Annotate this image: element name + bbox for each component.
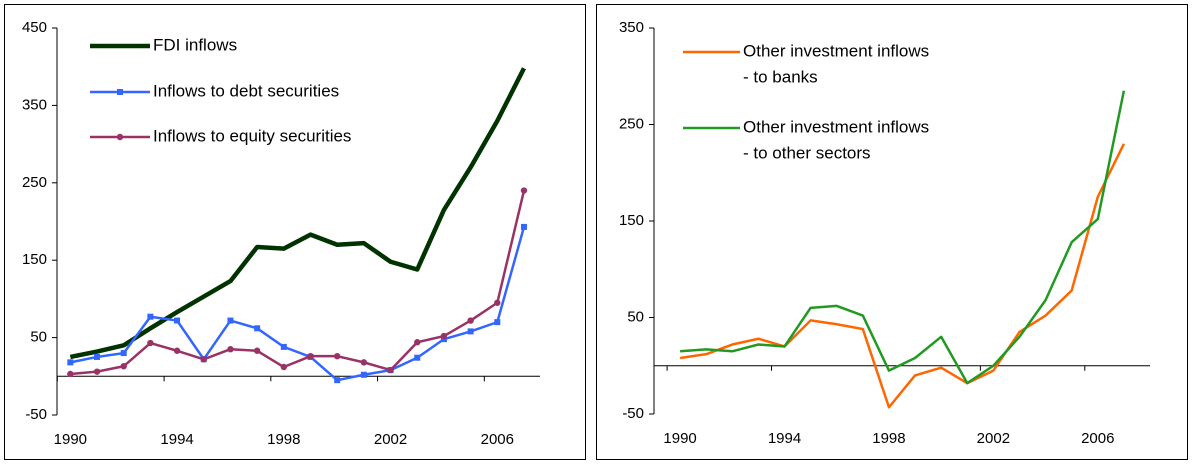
x-tick-label: 1998 [267, 431, 300, 448]
y-tick-label: -50 [622, 405, 644, 422]
data-point [200, 356, 207, 363]
legend-label: Other investment inflows [743, 41, 929, 60]
data-point [520, 223, 527, 230]
data-point [227, 317, 234, 324]
x-tick-label: 2006 [481, 431, 514, 448]
data-point [280, 343, 287, 350]
y-tick-label: -50 [25, 406, 47, 423]
legend-label: - to banks [743, 67, 818, 86]
data-point [307, 352, 314, 360]
panel-frame [4, 4, 586, 460]
data-point [147, 339, 154, 347]
x-tick-label: 2002 [977, 430, 1010, 447]
x-tick-label: 1998 [872, 430, 905, 447]
data-point [387, 366, 394, 374]
y-tick-label: 350 [619, 19, 644, 36]
data-point [414, 354, 421, 361]
legend-label: FDI inflows [153, 35, 237, 54]
series-line [679, 143, 1126, 409]
legend-label: Other investment inflows [743, 117, 929, 136]
data-point [147, 313, 154, 320]
y-tick-label: 50 [30, 329, 47, 346]
data-point [94, 353, 101, 360]
data-point [520, 187, 528, 194]
data-point [440, 332, 448, 340]
data-point [120, 350, 127, 357]
data-point [360, 371, 367, 378]
data-point [360, 359, 368, 366]
y-tick-label: 150 [22, 251, 47, 268]
data-point [67, 370, 74, 378]
y-tick-label: 150 [619, 212, 644, 229]
series-line [70, 226, 526, 382]
series-line [680, 90, 1126, 385]
data-point [414, 339, 421, 346]
y-tick-label: 250 [619, 115, 644, 132]
legend: FDI inflows Inflows to debt securities Inf… [90, 35, 351, 145]
x-tick-label: 1990 [54, 431, 87, 448]
legend-label: Inflows to debt securities [153, 81, 339, 100]
data-point [467, 328, 474, 335]
x-tick-label: 1990 [663, 430, 696, 447]
x-tick-label: 2002 [374, 431, 407, 448]
legend-marker [116, 133, 124, 141]
legend: Other investment inflows - to banks Other … [683, 41, 929, 162]
panel-frame [596, 4, 1188, 460]
data-point [333, 352, 341, 360]
data-point [93, 368, 101, 375]
data-point [173, 347, 181, 354]
series-line [70, 190, 526, 376]
x-tick-label: 2006 [1081, 430, 1114, 447]
x-tick-label: 1994 [160, 431, 193, 448]
data-point [334, 377, 341, 384]
series-line [69, 67, 526, 360]
data-point [120, 363, 127, 370]
x-tick-label: 1994 [768, 430, 801, 447]
legend-label: - to other sectors [743, 143, 871, 162]
data-point [494, 299, 501, 306]
data-point [253, 347, 261, 354]
y-tick-label: 350 [22, 96, 47, 113]
data-point [254, 325, 261, 332]
data-point [280, 363, 288, 371]
data-point [67, 359, 74, 366]
data-point [227, 346, 234, 353]
legend-marker [117, 89, 123, 95]
y-tick-label: 50 [627, 308, 644, 325]
data-point [174, 317, 181, 324]
legend-label: Inflows to equity securities [153, 126, 351, 145]
data-point [467, 317, 474, 324]
y-tick-label: 450 [22, 19, 47, 36]
y-tick-label: 250 [22, 174, 47, 191]
data-point [494, 319, 501, 326]
